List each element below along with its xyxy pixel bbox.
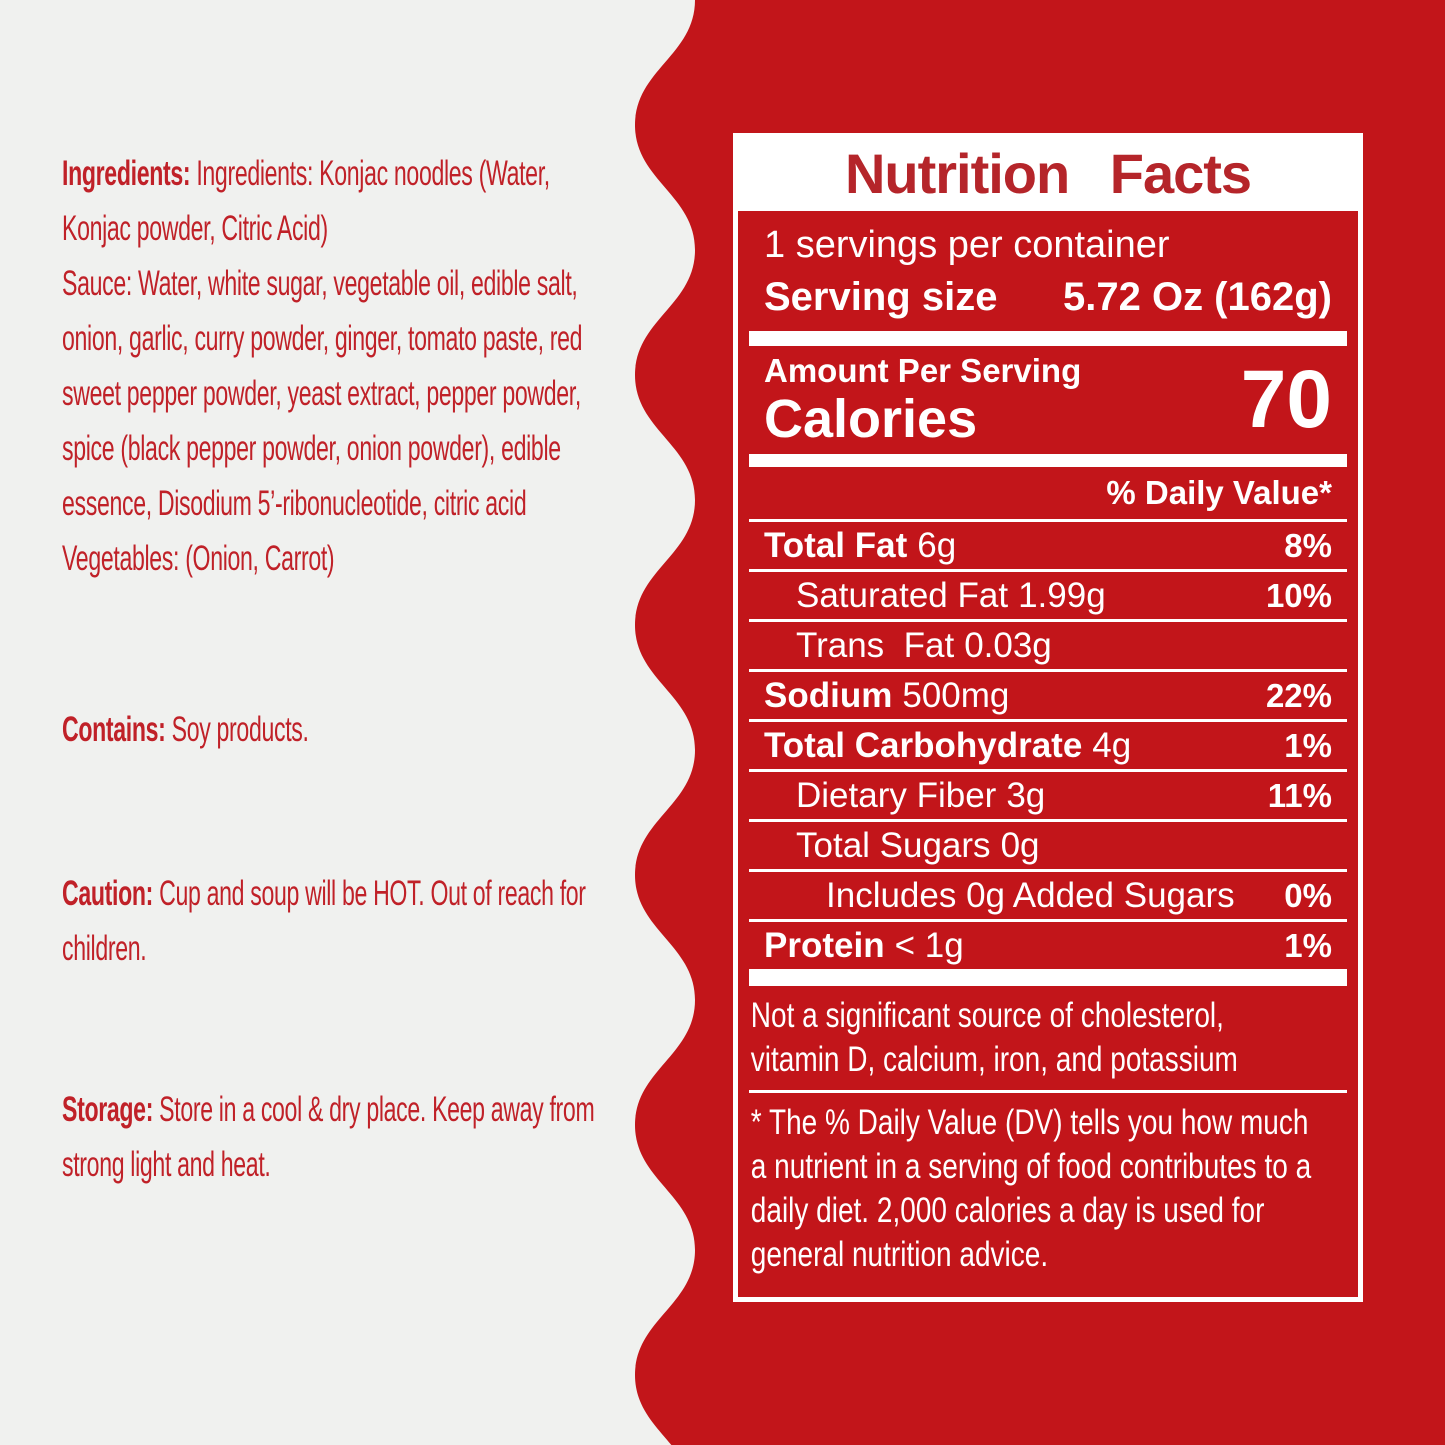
contains-text: Soy products. <box>171 710 309 749</box>
nutrient-amount: 4g <box>1092 726 1132 765</box>
nutrient-daily-value: 8% <box>1284 527 1332 564</box>
footnote-dv-wrap: * The % Daily Value (DV) tells you how m… <box>738 1093 1358 1291</box>
footnote-daily-value: * The % Daily Value (DV) tells you how m… <box>750 1103 1312 1274</box>
calories-label: Calories <box>764 389 978 449</box>
footnote-not-significant: Not a significant source of cholesterol,… <box>750 996 1238 1079</box>
nutrient-amount: < 1g <box>894 926 964 965</box>
nutrient-name: Sodium <box>764 676 893 715</box>
contains-label: Contains: <box>62 710 166 749</box>
thick-separator-1 <box>749 331 1347 346</box>
contains-paragraph: Contains: Soy products. <box>62 702 610 757</box>
nutrient-row-left: Includes 0g Added Sugars <box>764 875 1245 916</box>
nutrition-facts-body: 1 servings per container Serving size 5.… <box>738 211 1358 1297</box>
thick-separator-3 <box>749 969 1347 986</box>
nutrient-name: Total Fat <box>764 526 908 565</box>
nutrient-daily-value: 0% <box>1284 877 1332 914</box>
nutrient-row-left: Sodium 500mg <box>764 675 1009 716</box>
nutrient-row-left: Saturated Fat 1.99g <box>764 575 1106 616</box>
nutrient-name: Trans Fat <box>796 626 955 665</box>
ingredients-line2: Sauce: Water, white sugar, vegetable oil… <box>62 264 583 523</box>
footnote-divider <box>749 1090 1347 1093</box>
nutrient-rows: Total Fat 6g 8% Saturated Fat 1.99g 10% Tr… <box>738 519 1358 969</box>
nutrient-name: Dietary Fiber <box>796 776 997 815</box>
nutrient-row-left: Dietary Fiber 3g <box>764 775 1045 816</box>
nutrient-row: Dietary Fiber 3g 11% <box>749 769 1347 819</box>
ingredients-label: Ingredients: <box>62 154 191 193</box>
nutrient-amount: 0g <box>1000 826 1040 865</box>
nutrient-daily-value: 1% <box>1284 727 1332 764</box>
nutrient-row: Sodium 500mg 22% <box>749 669 1347 719</box>
caution-text: Cup and soup will be HOT. Out of reach f… <box>62 874 586 968</box>
nutrient-row-left: Total Sugars 0g <box>764 825 1040 866</box>
nutrient-name: Total Carbohydrate <box>764 726 1083 765</box>
ingredients-line3: Vegetables: (Onion, Carrot) <box>62 539 335 578</box>
nutrient-row-left: Total Fat 6g <box>764 525 956 566</box>
calories-value: 70 <box>1240 354 1332 445</box>
caution-paragraph: Caution: Cup and soup will be HOT. Out o… <box>62 866 610 976</box>
nutrient-row: Saturated Fat 1.99g 10% <box>749 569 1347 619</box>
nutrient-name: Protein <box>764 926 885 965</box>
nutrient-amount: 6g <box>917 526 957 565</box>
nutrient-row: Total Sugars 0g <box>749 819 1347 869</box>
nutrient-row: Includes 0g Added Sugars 0% <box>749 869 1347 919</box>
nutrient-amount: 1.99g <box>1018 576 1106 615</box>
storage-paragraph: Storage: Store in a cool & dry place. Ke… <box>62 1082 610 1192</box>
nutrient-row: Trans Fat 0.03g <box>749 619 1347 669</box>
nutrient-name: Saturated Fat <box>796 576 1009 615</box>
nutrient-name: Total Sugars <box>796 826 991 865</box>
nutrient-amount: 500mg <box>902 676 1010 715</box>
nutrient-name: Includes 0g Added Sugars <box>826 876 1235 915</box>
nutrient-daily-value: 22% <box>1265 677 1332 714</box>
servings-per-container: 1 servings per container <box>764 224 1170 266</box>
nutrient-row-left: Total Carbohydrate 4g <box>764 725 1131 766</box>
serving-size-label: Serving size <box>764 275 998 319</box>
nutrient-row-left: Trans Fat 0.03g <box>764 625 1052 666</box>
nutrient-daily-value: 10% <box>1265 577 1332 614</box>
nutrient-row: Total Fat 6g 8% <box>749 519 1347 569</box>
storage-text: Store in a cool & dry place. Keep away f… <box>62 1090 595 1184</box>
storage-label: Storage: <box>62 1090 154 1129</box>
nutrient-daily-value: 1% <box>1284 927 1332 964</box>
nutrient-row-left: Protein < 1g <box>764 925 964 966</box>
nutrient-amount: 0.03g <box>964 626 1052 665</box>
serving-size-row: Serving size 5.72 Oz (162g) <box>738 265 1358 331</box>
nutrient-row: Protein < 1g 1% <box>749 919 1347 969</box>
nutrient-row: Total Carbohydrate 4g 1% <box>749 719 1347 769</box>
amount-per-serving-label: Amount Per Serving <box>764 352 1082 389</box>
calories-left: Amount Per Serving Calories <box>764 352 1081 448</box>
nutrition-facts-title: Nutrition Facts <box>738 138 1358 211</box>
daily-value-header: % Daily Value* <box>1106 474 1332 511</box>
ingredients-paragraph: Ingredients: Ingredients: Konjac noodles… <box>62 146 610 586</box>
ingredients-line1: Ingredients: Konjac noodles (Water, Konj… <box>62 154 550 248</box>
nutrition-facts-label: Nutrition Facts 1 servings per container… <box>733 133 1363 1302</box>
thick-separator-2 <box>749 454 1347 467</box>
caution-label: Caution: <box>62 874 154 913</box>
nutrient-daily-value: 11% <box>1267 777 1332 814</box>
calories-row: Amount Per Serving Calories 70 <box>738 346 1358 454</box>
serving-size-value: 5.72 Oz (162g) <box>1062 275 1332 319</box>
nutrient-amount: 3g <box>1006 776 1046 815</box>
